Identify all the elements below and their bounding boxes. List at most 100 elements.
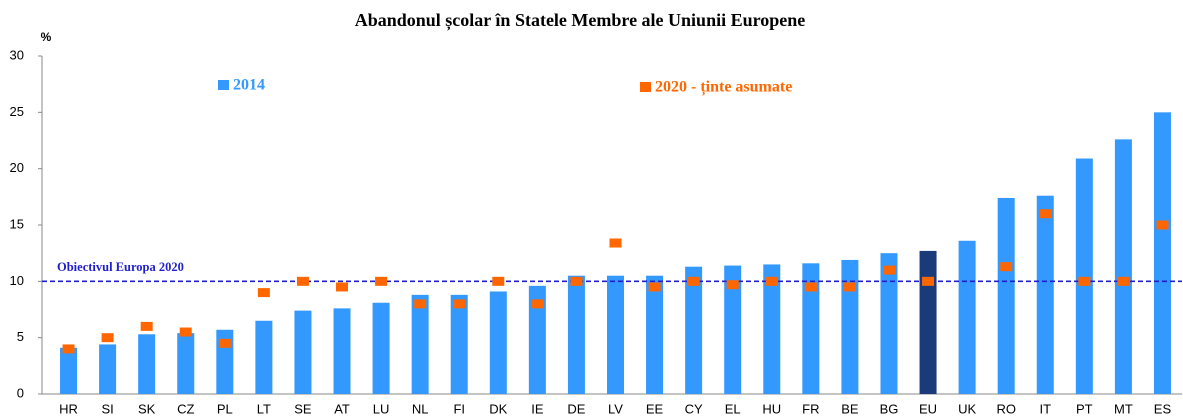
bar <box>1075 158 1093 394</box>
target-marker <box>101 333 114 343</box>
x-tick-label: HR <box>59 401 78 416</box>
x-tick-label: PT <box>1076 401 1093 416</box>
x-tick-label: IT <box>1039 401 1051 416</box>
y-tick-label: 10 <box>10 273 24 288</box>
target-marker <box>375 276 388 286</box>
target-marker <box>882 265 895 275</box>
bar <box>255 320 273 394</box>
bar <box>372 302 390 394</box>
x-tick-label: HU <box>762 401 781 416</box>
bar <box>60 347 78 394</box>
legend-label: 2014 <box>233 77 265 94</box>
x-tick-label: CZ <box>177 401 194 416</box>
x-tick-label: EU <box>919 401 937 416</box>
bar <box>177 333 195 394</box>
y-axis-label: % <box>41 30 52 44</box>
target-marker <box>179 327 192 337</box>
target-marker <box>296 276 309 286</box>
x-tick-label: NL <box>412 401 429 416</box>
x-tick-label: PL <box>217 401 233 416</box>
x-tick-label: AT <box>334 401 350 416</box>
target-marker <box>609 238 622 248</box>
x-tick-label: ES <box>1154 401 1172 416</box>
x-tick-label: FI <box>453 401 465 416</box>
x-tick-label: MT <box>1114 401 1133 416</box>
bar <box>763 264 781 394</box>
bar <box>685 266 703 394</box>
bar <box>294 310 312 394</box>
x-tick-label: UK <box>958 401 976 416</box>
x-tick-label: CY <box>685 401 703 416</box>
x-tick-label: EL <box>725 401 741 416</box>
legend-label: 2020 - ținte asumate <box>655 79 792 97</box>
bar <box>607 275 624 394</box>
target-marker <box>1039 209 1052 219</box>
target-marker <box>570 276 583 286</box>
x-tick-label: FR <box>802 401 819 416</box>
bar <box>958 240 976 394</box>
y-tick-label: 30 <box>10 47 24 62</box>
bar <box>450 294 468 394</box>
bar <box>528 285 546 394</box>
y-tick-label: 5 <box>17 329 24 344</box>
x-tick-label: DE <box>567 401 585 416</box>
target-marker <box>687 276 700 286</box>
target-marker <box>843 282 856 292</box>
x-tick-label: LV <box>608 401 623 416</box>
x-tick-label: SE <box>294 401 312 416</box>
target-marker <box>531 299 544 309</box>
bar <box>1036 195 1054 394</box>
x-tick-label: LU <box>373 401 390 416</box>
target-marker <box>922 276 935 286</box>
bar <box>724 265 742 394</box>
legend-swatch <box>218 80 229 90</box>
target-marker <box>62 344 75 354</box>
target-marker <box>257 288 270 298</box>
x-tick-label: BG <box>880 401 899 416</box>
reference-label: Obiectivul Europa 2020 <box>57 260 184 274</box>
legend-swatch <box>640 82 651 92</box>
bar <box>1153 112 1171 394</box>
bar <box>1114 139 1132 394</box>
x-tick-label: IE <box>531 401 544 416</box>
target-marker <box>804 282 817 292</box>
bar <box>138 334 156 394</box>
bar <box>880 253 898 394</box>
bar <box>919 250 937 394</box>
bar <box>646 275 664 394</box>
x-tick-label: EE <box>646 401 664 416</box>
bar <box>489 291 507 394</box>
y-tick-label: 20 <box>10 160 24 175</box>
target-marker <box>1156 220 1169 230</box>
target-marker <box>492 276 505 286</box>
y-tick-label: 0 <box>17 385 24 400</box>
target-marker <box>1117 276 1130 286</box>
target-marker <box>765 276 778 286</box>
bar <box>567 275 585 394</box>
x-tick-label: DK <box>489 401 507 416</box>
bar <box>841 259 859 394</box>
target-marker <box>648 282 661 292</box>
y-tick-label: 15 <box>10 216 24 231</box>
chart-title: Abandonul școlar în Statele Membre ale U… <box>355 10 806 31</box>
target-marker <box>414 299 427 309</box>
x-tick-label: SK <box>138 401 156 416</box>
x-tick-label: RO <box>996 401 1016 416</box>
y-tick-label: 25 <box>10 104 24 119</box>
target-marker <box>453 299 466 309</box>
bar <box>997 197 1015 394</box>
target-marker <box>218 338 231 348</box>
target-marker <box>336 282 349 292</box>
bar <box>333 308 351 394</box>
target-marker <box>726 280 739 290</box>
bar <box>99 344 117 394</box>
target-marker <box>140 321 153 331</box>
bar <box>802 263 820 394</box>
target-marker <box>1078 276 1091 286</box>
target-marker <box>1000 262 1013 272</box>
x-tick-label: LT <box>257 401 271 416</box>
x-tick-label: SI <box>101 401 113 416</box>
bar <box>411 294 429 394</box>
x-tick-label: BE <box>841 401 859 416</box>
